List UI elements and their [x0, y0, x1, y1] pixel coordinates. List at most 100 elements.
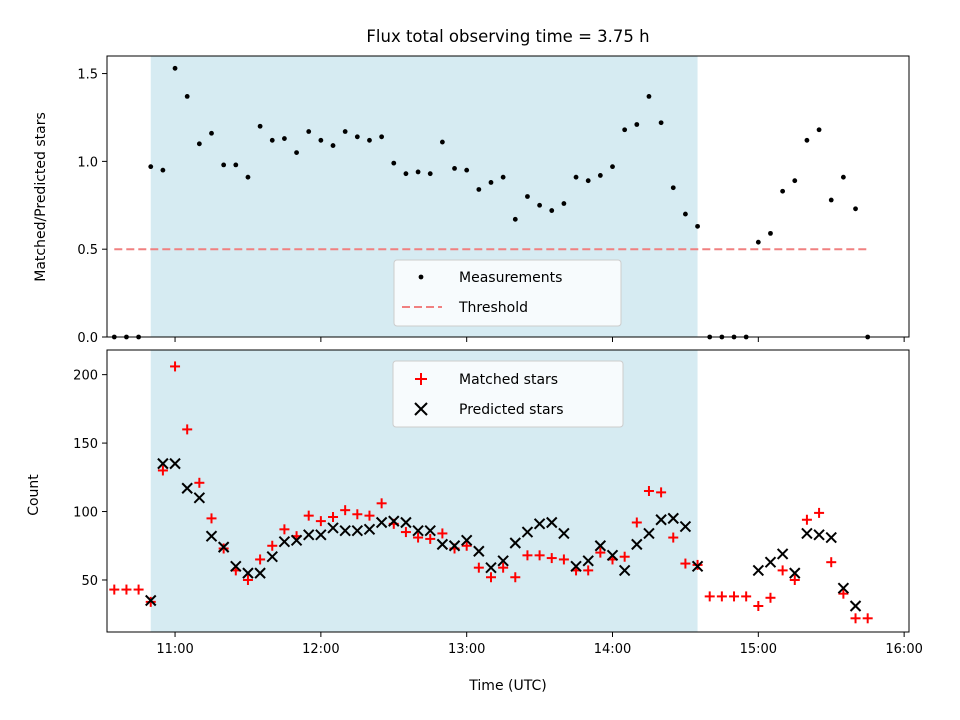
- matched-star-point: [777, 565, 788, 576]
- predicted-star-point: [485, 561, 497, 574]
- measurement-point: [209, 130, 214, 136]
- matched-star-point: [668, 532, 679, 543]
- predicted-star-point: [631, 538, 643, 551]
- top-panel: 0.0 0.5 1.0 1.5 Flux total observing time =…: [33, 27, 910, 346]
- matched-star-point: [510, 572, 521, 583]
- bottom-y-tick-label: 200: [73, 369, 98, 384]
- measurement-point: [646, 93, 652, 99]
- x-tick-label: 15:00: [740, 642, 777, 657]
- legend-predicted-marker: [414, 402, 428, 416]
- matched-star-point: [546, 553, 557, 564]
- matched-star-point: [656, 487, 667, 498]
- predicted-star-point: [412, 524, 424, 537]
- matched-star-point: [862, 613, 873, 624]
- matched-star-point: [522, 550, 533, 561]
- predicted-star-point: [388, 515, 400, 527]
- measurement-point: [221, 162, 227, 168]
- top-ticks: 0.0 0.5 1.0 1.5: [77, 68, 905, 346]
- measurement-point: [318, 137, 324, 143]
- predicted-star-point: [254, 567, 266, 579]
- measurement-point: [257, 123, 263, 129]
- matched-star-point: [716, 591, 727, 602]
- measurement-point: [196, 141, 202, 147]
- top-marks: [111, 65, 871, 340]
- measurement-point: [658, 120, 664, 126]
- predicted-star-point: [801, 527, 813, 540]
- matched-star-point: [328, 512, 339, 523]
- measurement-point: [476, 187, 482, 192]
- top-y-tick-label: 0.5: [77, 243, 98, 258]
- predicted-star-point: [290, 534, 303, 546]
- top-axes-frame: [106, 55, 910, 338]
- measurement-point: [367, 137, 372, 143]
- top-y-tick-label: 1.5: [77, 68, 98, 83]
- matched-star-point: [789, 574, 800, 585]
- matched-star-point: [109, 584, 120, 595]
- predicted-star-point: [679, 520, 692, 533]
- bottom-ticks: 50 100 150 200 11:00 12:00 13:00 14:00 15:00 16:0…: [73, 369, 923, 657]
- predicted-star-point: [327, 522, 339, 534]
- predicted-star-point: [375, 516, 388, 529]
- measurement-point: [233, 162, 239, 168]
- predicted-star-point: [205, 530, 218, 542]
- measurement-point: [512, 216, 518, 222]
- measurement-point: [768, 230, 773, 236]
- predicted-star-point: [849, 600, 862, 612]
- measurement-point: [804, 137, 810, 143]
- predicted-star-point: [400, 516, 412, 529]
- predicted-star-point: [667, 512, 679, 525]
- matched-star-point: [814, 507, 825, 518]
- x-tick-label: 13:00: [448, 642, 485, 657]
- measurement-point: [342, 129, 348, 134]
- measurement-point: [439, 139, 445, 145]
- predicted-star-point: [764, 556, 777, 568]
- bottom-legend: Matched stars Predicted stars: [392, 360, 624, 428]
- measurement-point: [172, 65, 178, 71]
- top-y-tick-label: 1.0: [77, 155, 98, 170]
- measurement-point: [294, 150, 299, 155]
- x-tick-label: 11:00: [156, 642, 193, 657]
- matched-star-point: [583, 565, 594, 576]
- measurement-point: [622, 127, 628, 133]
- matched-star-point: [255, 554, 266, 565]
- matched-star-point: [242, 574, 253, 585]
- matched-star-point: [170, 361, 181, 372]
- matched-star-point: [619, 551, 630, 562]
- measurement-point: [354, 134, 360, 140]
- matched-star-point: [753, 600, 764, 611]
- matched-star-point: [473, 562, 484, 573]
- measurement-point: [488, 180, 494, 185]
- measurement-point: [330, 143, 336, 148]
- measurement-point: [184, 93, 190, 99]
- predicted-star-point: [278, 535, 291, 548]
- matched-star-point: [741, 591, 752, 602]
- predicted-star-point: [618, 564, 631, 577]
- legend-matched-marker: [415, 373, 427, 385]
- predicted-star-point: [351, 524, 364, 537]
- matched-star-point: [485, 572, 496, 583]
- matched-star-point: [376, 498, 387, 509]
- predicted-star-point: [315, 529, 327, 541]
- matched-star-point: [461, 540, 472, 551]
- predicted-star-point: [363, 523, 376, 536]
- matched-star-point: [704, 591, 715, 602]
- matched-star-point: [340, 505, 351, 516]
- legend-measurements-label: Measurements: [459, 270, 562, 286]
- predicted-star-point: [837, 582, 850, 594]
- predicted-star-point: [533, 518, 546, 530]
- measurement-point: [282, 136, 287, 141]
- matched-star-point: [558, 554, 569, 565]
- predicted-star-point: [546, 516, 558, 529]
- measurement-point: [816, 127, 822, 133]
- predicted-star-point: [813, 529, 825, 541]
- predicted-star-point: [448, 540, 461, 552]
- measurement-point: [391, 160, 397, 166]
- predicted-star-point: [594, 540, 607, 552]
- legend-predicted-label: Predicted stars: [459, 402, 564, 418]
- measurement-point: [561, 201, 567, 206]
- predicted-star-point: [825, 531, 837, 544]
- predicted-star-point: [606, 549, 619, 562]
- predicted-star-point: [789, 567, 801, 579]
- x-tick-label: 16:00: [885, 642, 922, 657]
- matched-star-point: [303, 510, 314, 521]
